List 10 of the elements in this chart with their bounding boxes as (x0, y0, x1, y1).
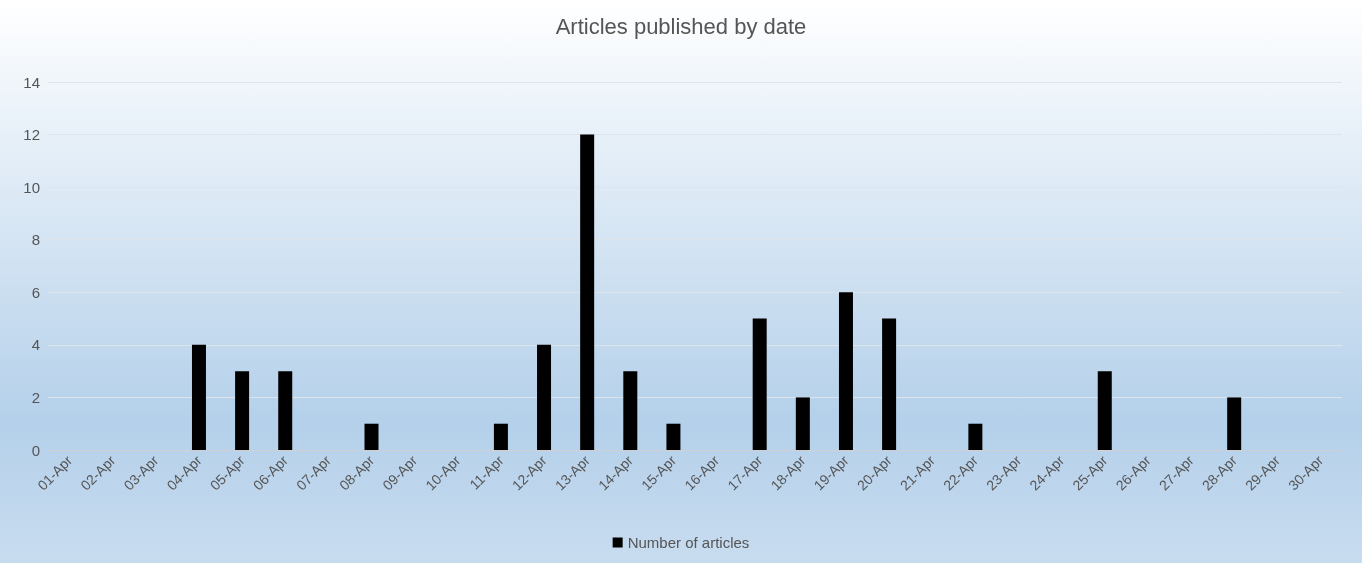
y-tick-label: 10 (23, 178, 40, 196)
y-tick-label: 8 (31, 231, 40, 249)
y-tick-label: 12 (23, 126, 40, 144)
chart-title: Articles published by date (555, 13, 807, 39)
y-tick-label: 0 (31, 441, 40, 459)
y-tick-label: 14 (23, 73, 40, 91)
y-tick-label: 2 (31, 388, 40, 406)
y-tick-label: 4 (31, 336, 40, 354)
legend-label: Number of articles (627, 534, 750, 551)
y-tick-label: 6 (31, 283, 40, 301)
